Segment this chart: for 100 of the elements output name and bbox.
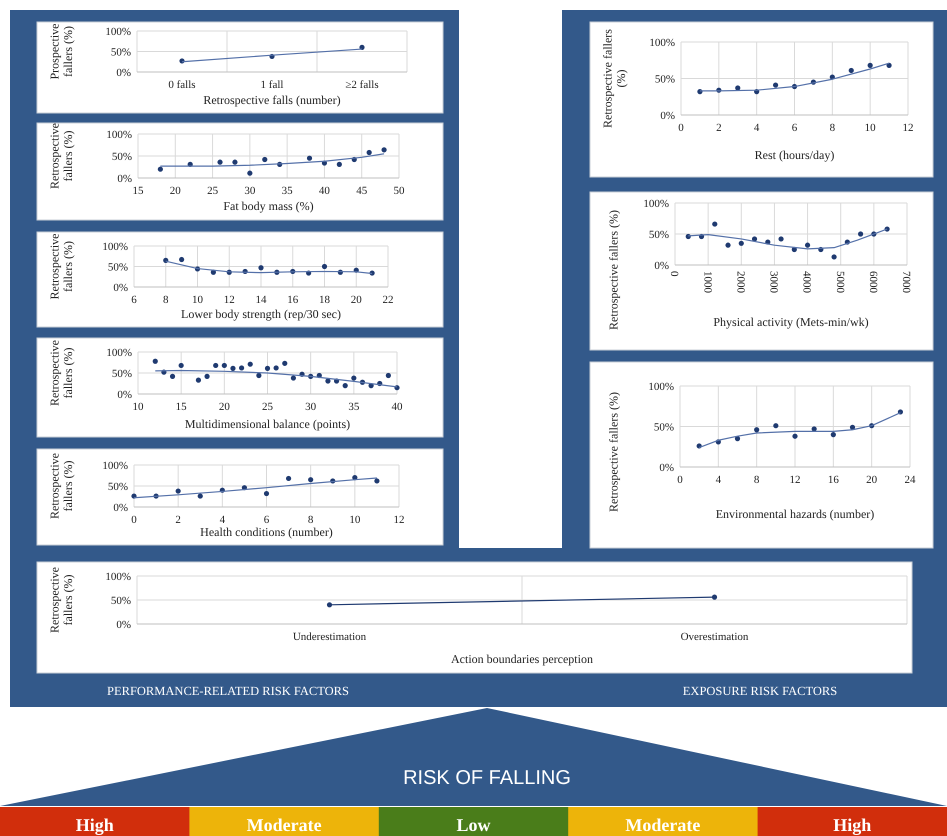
y-tick-label: 100% — [648, 380, 674, 393]
point — [848, 68, 854, 74]
point — [858, 231, 864, 237]
category-label: High — [76, 815, 114, 835]
x-tick-label: 12 — [224, 294, 235, 306]
point — [196, 378, 202, 383]
x-tick-label: 15 — [132, 185, 144, 197]
point — [831, 254, 837, 260]
point — [868, 62, 873, 68]
point — [217, 160, 223, 165]
x-tick-label: 8 — [830, 122, 836, 134]
x-tick-label: 10 — [192, 294, 204, 306]
point — [152, 358, 158, 364]
point — [232, 160, 238, 165]
x-tick-label: 7000 — [900, 271, 912, 294]
y-axis-title: Retrospective fallers (%) — [48, 453, 75, 519]
x-tick-label: 2 — [716, 122, 722, 134]
y-tick-label: 100% — [102, 240, 128, 253]
point — [286, 476, 292, 482]
x-axis-title: Retrospective falls (number) — [203, 93, 341, 107]
point — [374, 478, 380, 484]
x-tick-label: 4 — [220, 514, 226, 526]
point — [381, 147, 387, 152]
x-tick-label: 15 — [176, 401, 188, 413]
x-axis-title: Rest (hours/day) — [754, 148, 834, 162]
y-tick-label: 50% — [654, 421, 674, 434]
y-tick-label: 0% — [660, 110, 675, 122]
x-tick-label: 8 — [308, 514, 314, 526]
y-tick-label: 100% — [102, 460, 128, 472]
point — [204, 374, 210, 379]
x-tick-label: 20 — [350, 294, 362, 306]
x-axis-title: Environmental hazards (number) — [716, 507, 874, 521]
x-tick-label: 30 — [305, 401, 317, 413]
point — [213, 362, 218, 368]
x-tick-label: 22 — [382, 294, 394, 306]
point — [256, 372, 262, 378]
x-tick-label: 3000 — [768, 271, 780, 294]
x-tick-label: 0 — [678, 122, 684, 134]
y-tick-label: 50% — [112, 150, 132, 163]
point — [282, 360, 288, 366]
x-tick-label: 24 — [904, 474, 916, 486]
x-tick-label: 10 — [349, 514, 361, 526]
y-tick-label: 0% — [116, 66, 131, 79]
point — [179, 256, 184, 262]
point — [325, 378, 331, 384]
y-tick-label: 50% — [108, 261, 128, 274]
point — [792, 434, 798, 439]
y-tick-label: 50% — [648, 228, 669, 241]
point — [264, 366, 270, 371]
text: RISK OF FALLING — [403, 767, 571, 789]
point — [230, 366, 236, 371]
point — [712, 221, 718, 227]
point — [351, 375, 356, 381]
y-tick-label: 0% — [659, 462, 674, 474]
x-tick-label: 2 — [175, 514, 181, 526]
x-tick-label: 35 — [348, 401, 360, 413]
point — [804, 242, 810, 248]
y-tick-label: 100% — [105, 26, 131, 38]
point — [772, 82, 778, 88]
y-tick-label: 0% — [117, 388, 132, 401]
point — [322, 264, 328, 270]
x-tick-label: 1 fall — [260, 79, 284, 91]
y-tick-label: 100% — [649, 36, 675, 49]
x-axis-title: Physical activity (Mets-min/wk) — [713, 315, 869, 329]
x-tick-label: 12 — [790, 474, 800, 486]
x-tick-label: 0 falls — [168, 79, 196, 91]
category-label: Low — [456, 815, 491, 835]
y-axis-title: Retrospective fallers (%) — [48, 234, 75, 300]
x-tick-label: 6 — [131, 294, 138, 306]
x-tick-label: 18 — [319, 294, 330, 306]
x-tick-label: 8 — [163, 294, 169, 306]
x-tick-label: 16 — [287, 294, 299, 306]
x-tick-label: 8 — [754, 474, 760, 486]
x-tick-label: 0 — [668, 271, 680, 277]
y-axis-title: Retrospective fallers (%) — [48, 123, 75, 189]
x-tick-label: 45 — [356, 185, 368, 197]
y-axis-title: Prospective fallers (%) — [48, 24, 75, 80]
point — [773, 423, 778, 428]
x-tick-label: 40 — [318, 185, 330, 197]
category-label: High — [833, 815, 872, 835]
point — [239, 365, 244, 371]
y-tick-label: 50% — [110, 594, 131, 607]
x-tick-label: 6000 — [867, 271, 880, 294]
point — [306, 156, 312, 161]
x-tick-label: 4000 — [800, 271, 813, 294]
x-tick-label: Underestimation — [292, 631, 367, 643]
x-tick-label: 6 — [264, 514, 270, 526]
y-tick-label: 0% — [117, 172, 132, 185]
y-tick-label: 100% — [106, 128, 132, 141]
x-tick-label: 1000 — [701, 271, 714, 294]
y-axis-title: Retrospective fallers (%) — [48, 567, 75, 633]
point — [247, 170, 252, 176]
point — [274, 365, 279, 371]
point — [366, 150, 372, 156]
y-tick-label: 0% — [113, 282, 128, 294]
point — [336, 162, 342, 167]
y-axis-title: Retrospective fallers (%) — [606, 392, 621, 512]
x-tick-label: 0 — [131, 514, 138, 526]
x-tick-label: 4 — [716, 474, 722, 486]
x-tick-label: 25 — [207, 185, 219, 197]
